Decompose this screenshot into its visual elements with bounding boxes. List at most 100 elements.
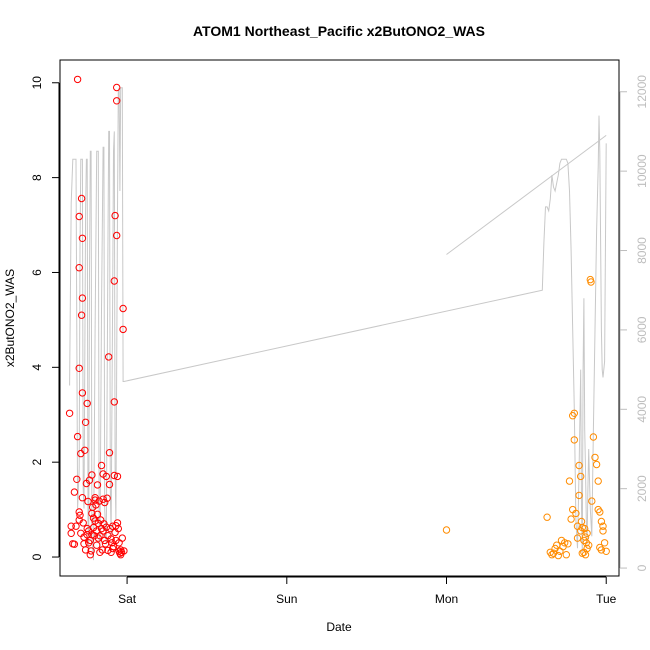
data-point [119,325,127,334]
data-point [591,453,599,462]
data-point [113,83,121,92]
data-point [564,540,572,548]
y2-tick-label: 12000 [635,75,649,109]
data-point [95,497,103,505]
data-point [78,389,87,397]
data-point [78,494,87,502]
data-point [81,418,90,426]
y2-tick-label: 0 [635,564,649,571]
data-point [592,460,601,469]
altitude-lines [69,87,607,561]
data-point [83,399,91,408]
data-point [65,409,74,417]
data-point [561,539,569,547]
data-point [575,491,583,500]
data-point [75,212,83,221]
data-point [573,534,582,542]
data-point [102,472,111,481]
data-points [65,75,610,560]
data-point [75,508,83,516]
data-point [86,551,95,559]
data-point [594,477,602,485]
data-point [97,461,106,470]
data-point [110,398,119,406]
data-point [105,449,114,457]
y2-axis: 0 2000 4000 6000 8000 10000 12000 [619,75,649,571]
data-point [559,542,567,551]
data-point [599,522,607,530]
data-point [73,432,82,441]
y2-tick-label: 4000 [635,396,649,423]
data-point [105,480,114,489]
data-point [87,547,95,555]
data-point [107,535,115,543]
data-point [113,97,121,105]
data-point [93,481,102,489]
x-axis: Sat Sun Mon Tue [118,576,617,606]
data-point [582,539,590,547]
data-point [113,231,121,240]
data-point [67,529,75,537]
data-point [73,75,82,84]
data-point [118,534,127,542]
data-point [70,540,79,548]
y-axis-label: x2ButONO2_WAS [3,269,17,367]
y-tick-label: 8 [30,174,44,181]
data-point [93,510,102,518]
data-point [554,551,562,560]
data-point [98,546,107,554]
x-axis-label: Date [326,620,352,634]
data-point [84,497,92,506]
y-tick-label: 0 [30,553,44,560]
data-point [596,508,604,516]
data-point [109,542,118,551]
y2-tick-label: 10000 [635,154,649,188]
data-point [602,547,610,555]
data-point [589,433,598,441]
data-point [77,311,86,319]
data-point [105,353,113,361]
data-point [585,541,593,549]
altitude-line-segment [446,134,607,255]
data-point [88,471,96,479]
data-point [597,546,606,554]
data-point [583,529,591,537]
data-point [106,524,115,533]
data-point [597,517,606,526]
data-point [111,211,119,220]
data-point [556,547,564,555]
data-point [565,477,574,485]
data-point [570,436,578,444]
y-tick-label: 10 [30,76,44,90]
data-point [108,539,116,547]
data-point [575,461,583,470]
data-point [110,277,119,285]
data-point [588,497,596,505]
data-point [79,519,87,527]
y-tick-label: 4 [30,364,44,371]
data-point [543,513,551,521]
data-point [67,522,75,530]
data-point [114,524,123,533]
data-point [93,541,101,549]
data-point [570,409,578,417]
data-point [103,494,111,502]
data-point [70,488,79,496]
data-point [572,509,580,518]
data-point [120,547,128,555]
data-point [113,519,122,527]
data-point [91,496,99,504]
y-tick-label: 2 [30,459,44,466]
x-tick-label: Sat [118,592,137,606]
plot-area [59,59,620,577]
data-point [75,264,83,272]
data-point [83,531,91,539]
y2-tick-label: 6000 [635,316,649,343]
y-tick-label: 6 [30,269,44,276]
data-point [562,551,570,559]
data-point [75,364,83,372]
y-axis: 0 2 4 6 8 10 [30,76,60,560]
data-point [113,472,122,481]
data-point [96,548,104,556]
